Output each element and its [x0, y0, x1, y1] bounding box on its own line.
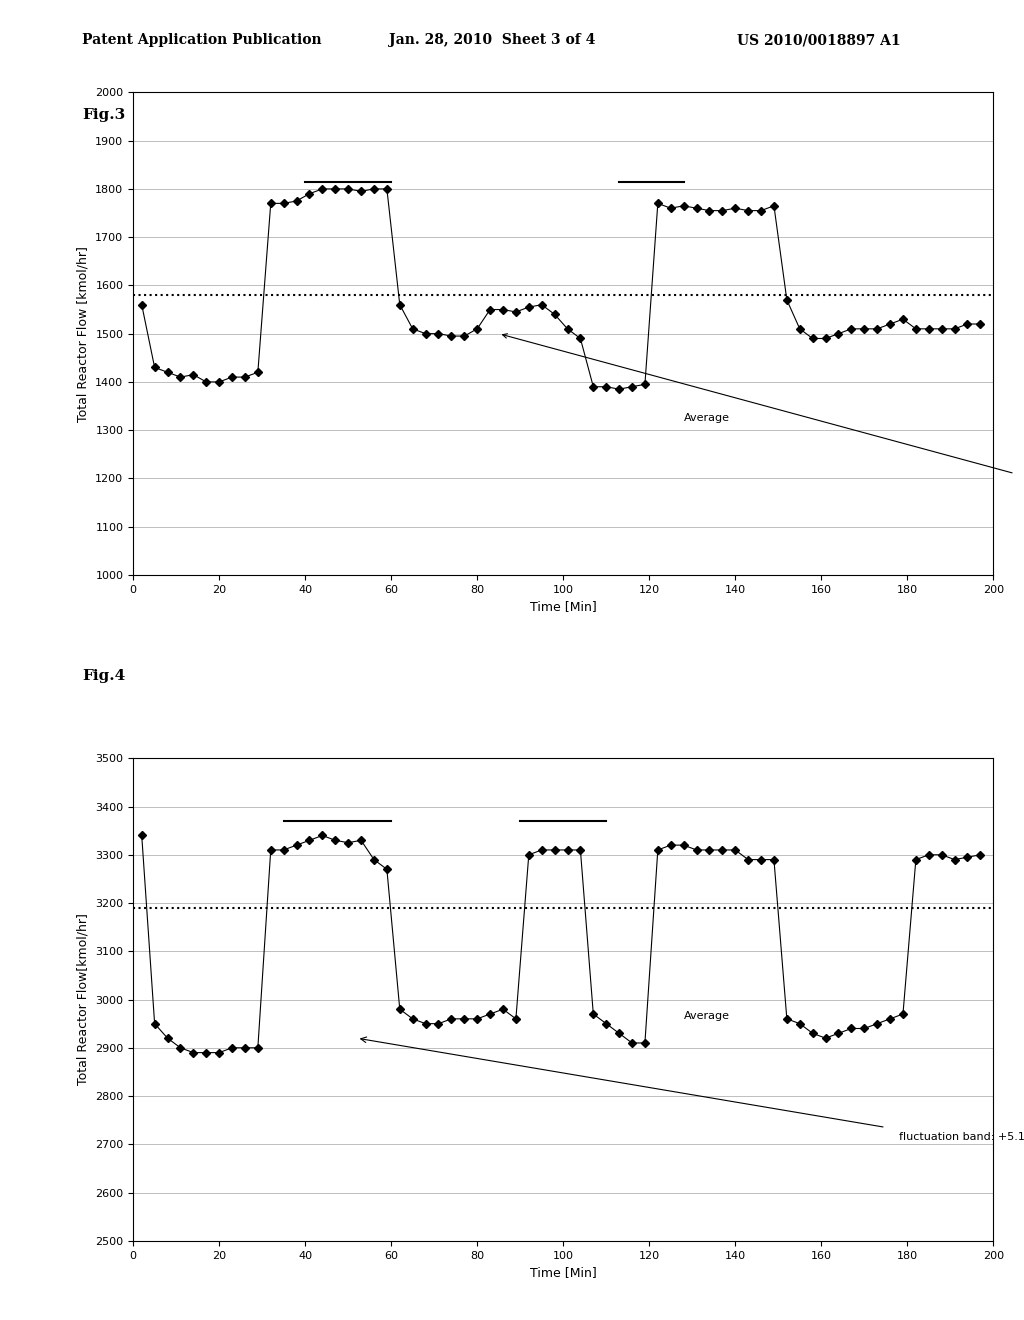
Text: Average: Average: [684, 1011, 730, 1020]
Y-axis label: Total Reactor Flow [kmol/hr]: Total Reactor Flow [kmol/hr]: [77, 246, 90, 421]
Text: Fig.4: Fig.4: [82, 669, 125, 682]
Text: US 2010/0018897 A1: US 2010/0018897 A1: [737, 33, 901, 48]
Text: Average: Average: [684, 413, 730, 422]
Y-axis label: Total Reactor Flow[kmol/hr]: Total Reactor Flow[kmol/hr]: [77, 913, 89, 1085]
X-axis label: Time [Min]: Time [Min]: [529, 1266, 597, 1279]
Text: Patent Application Publication: Patent Application Publication: [82, 33, 322, 48]
Text: fluctuation band: +5.1%/-8.4%: fluctuation band: +5.1%/-8.4%: [899, 1133, 1024, 1142]
X-axis label: Time [Min]: Time [Min]: [529, 601, 597, 614]
Text: Jan. 28, 2010  Sheet 3 of 4: Jan. 28, 2010 Sheet 3 of 4: [389, 33, 596, 48]
Text: Fig.3: Fig.3: [82, 108, 125, 121]
